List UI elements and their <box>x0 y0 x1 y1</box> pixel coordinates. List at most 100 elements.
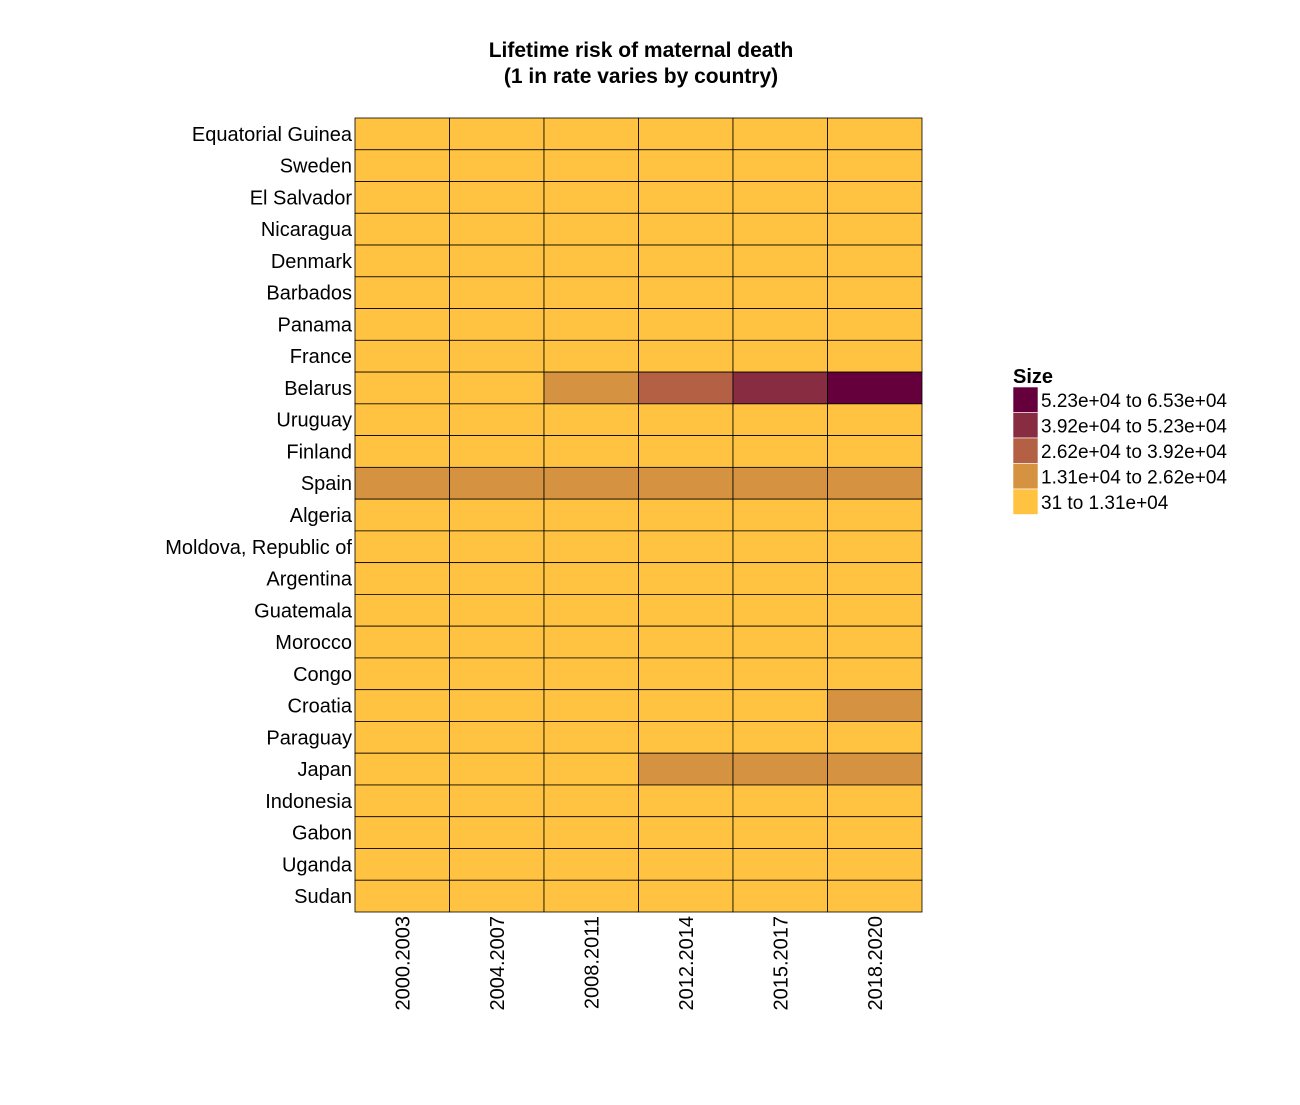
row-label: Sweden <box>280 156 352 178</box>
heatmap-cell <box>354 562 450 595</box>
heatmap-cell <box>449 308 545 341</box>
heatmap-cell <box>449 435 545 468</box>
legend-swatch <box>1012 386 1039 413</box>
heatmap-cells <box>354 117 923 913</box>
heatmap-cell <box>732 752 828 786</box>
heatmap-cell <box>354 212 450 246</box>
heatmap-cell <box>732 721 828 754</box>
heatmap-cell <box>827 879 923 913</box>
heatmap-cell <box>354 752 450 786</box>
heatmap-cell <box>732 625 828 659</box>
chart-title-line-2: (1 in rate varies by country) <box>504 65 778 88</box>
heatmap-cell <box>827 371 923 405</box>
column-label: 2008.2011 <box>581 916 603 1009</box>
row-labels: Equatorial Guinea Sweden El Salvador Nicara… <box>165 124 353 908</box>
heatmap-cell <box>354 530 450 564</box>
legend-label: 2.62e+04 to 3.92e+04 <box>1041 442 1227 463</box>
heatmap-cell <box>543 212 639 246</box>
row-label: Indonesia <box>265 791 353 813</box>
heatmap-cell <box>449 879 545 913</box>
row-label: Argentina <box>266 569 352 591</box>
heatmap-cell <box>638 149 734 182</box>
heatmap-cell <box>638 530 734 564</box>
heatmap-cell <box>354 181 450 214</box>
heatmap-cell <box>449 117 545 151</box>
legend-swatch <box>1012 412 1039 439</box>
heatmap-cell <box>827 498 923 532</box>
heatmap-cell <box>638 371 734 405</box>
legend-label: 3.92e+04 to 5.23e+04 <box>1041 416 1227 437</box>
heatmap-cell <box>543 339 639 373</box>
heatmap-cell <box>638 848 734 881</box>
heatmap-cell <box>827 212 923 246</box>
heatmap-cell <box>638 784 734 818</box>
heatmap-cell <box>638 403 734 436</box>
heatmap-cell <box>354 625 450 659</box>
row-label: Belarus <box>284 378 352 400</box>
row-label: Barbados <box>266 283 352 305</box>
heatmap-cell <box>638 276 734 309</box>
heatmap-cell <box>638 498 734 532</box>
heatmap-cell <box>638 625 734 659</box>
heatmap-cell <box>638 117 734 151</box>
heatmap-cell <box>827 657 923 691</box>
heatmap-cell <box>543 721 639 754</box>
heatmap-cell <box>732 403 828 436</box>
row-label: Paraguay <box>266 727 352 749</box>
heatmap-cell <box>638 562 734 595</box>
heatmap-cell <box>827 244 923 278</box>
row-label: Gabon <box>292 823 352 845</box>
heatmap-cell <box>732 594 828 627</box>
heatmap-cell <box>827 339 923 373</box>
heatmap-cell <box>354 721 450 754</box>
heatmap-cell <box>732 435 828 468</box>
heatmap-cell <box>449 403 545 436</box>
heatmap-cell <box>354 403 450 436</box>
heatmap-cell <box>732 498 828 532</box>
column-label: 2018.2020 <box>865 916 887 1011</box>
heatmap-cell <box>449 276 545 309</box>
heatmap-cell <box>449 530 545 564</box>
heatmap-cell <box>354 308 450 341</box>
heatmap-cell <box>449 784 545 818</box>
heatmap-cell <box>827 562 923 595</box>
heatmap-cell <box>732 117 828 151</box>
heatmap-cell <box>543 752 639 786</box>
heatmap-cell <box>543 244 639 278</box>
heatmap-cell <box>638 212 734 246</box>
heatmap-cell <box>354 848 450 881</box>
heatmap-cell <box>638 308 734 341</box>
heatmap-cell <box>449 244 545 278</box>
heatmap-cell <box>732 276 828 309</box>
heatmap-cell <box>638 244 734 278</box>
heatmap-cell <box>732 816 828 849</box>
heatmap-cell <box>827 466 923 500</box>
heatmap-cell <box>732 657 828 691</box>
heatmap-cell <box>543 562 639 595</box>
heatmap-cell <box>354 689 450 722</box>
heatmap-cell <box>732 562 828 595</box>
heatmap-cell <box>827 530 923 564</box>
heatmap-cell <box>543 530 639 564</box>
heatmap-cell <box>543 498 639 532</box>
column-labels: 2000.2003 2004.2007 2008.2011 2012.2014 2015… <box>392 916 887 1011</box>
heatmap-cell <box>543 149 639 182</box>
heatmap-cell <box>638 435 734 468</box>
heatmap-cell <box>827 117 923 151</box>
heatmap-cell <box>449 181 545 214</box>
heatmap-cell <box>827 149 923 182</box>
heatmap-cell <box>354 657 450 691</box>
row-label: Spain <box>301 473 352 495</box>
row-label: El Salvador <box>250 187 353 209</box>
row-label: Panama <box>278 314 353 336</box>
heatmap-cell <box>827 403 923 436</box>
row-label: Equatorial Guinea <box>192 124 353 146</box>
row-label: Uruguay <box>276 410 352 432</box>
heatmap-cell <box>827 308 923 341</box>
row-label: France <box>290 346 352 368</box>
heatmap-cell <box>638 181 734 214</box>
heatmap-cell <box>732 848 828 881</box>
legend-label: 5.23e+04 to 6.53e+04 <box>1041 391 1227 412</box>
heatmap-cell <box>543 879 639 913</box>
